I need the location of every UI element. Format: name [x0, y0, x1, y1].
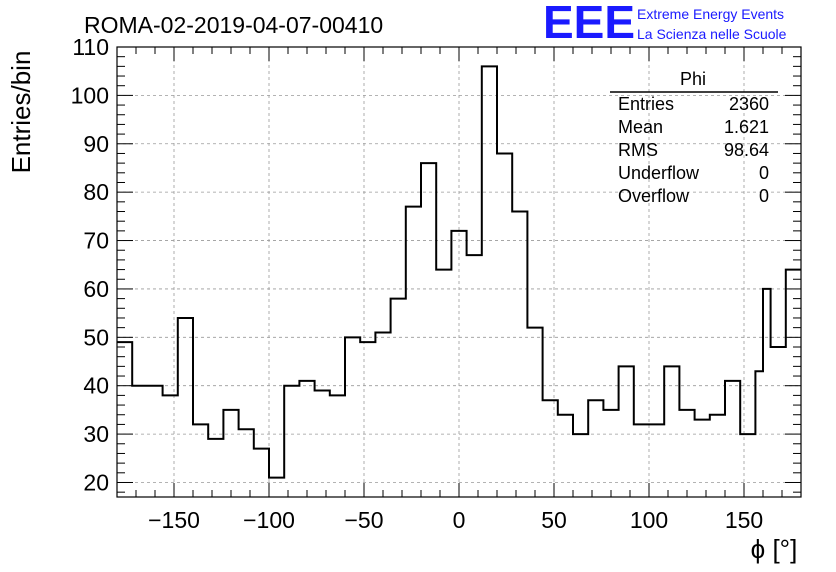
stats-label: Entries	[618, 94, 674, 114]
y-tick-label: 30	[83, 421, 109, 447]
grid-lines	[117, 46, 801, 497]
x-tick-label: 0	[453, 507, 466, 533]
stats-value: 1.621	[724, 117, 769, 137]
stats-value: 98.64	[724, 140, 769, 160]
y-tick-label: 100	[71, 82, 109, 108]
axes: −150 −100 −50 0 50 100 150 20 30 40 50 60 70 80 90 100 1…	[71, 34, 802, 533]
y-tick-label: 90	[83, 131, 109, 157]
x-tick-label: −150	[148, 507, 200, 533]
stats-value: 0	[759, 163, 769, 183]
stats-value: 0	[759, 186, 769, 206]
stats-label: Mean	[618, 117, 663, 137]
y-tick-label: 70	[83, 228, 109, 254]
x-tick-label: 100	[630, 507, 668, 533]
x-tick-label: 150	[725, 507, 763, 533]
x-tick-label: −100	[243, 507, 295, 533]
histogram-series	[117, 65, 801, 479]
y-tick-label: 80	[83, 179, 109, 205]
chart-title: ROMA-02-2019-04-07-00410	[84, 12, 383, 38]
stats-box-title: Phi	[680, 69, 706, 89]
x-tick-label: 50	[541, 507, 567, 533]
y-tick-label: 60	[83, 276, 109, 302]
stats-rows: Entries 2360 Mean 1.621 RMS 98.64 Underflow 0 Ov…	[618, 94, 769, 206]
plot-frame	[116, 46, 802, 498]
x-tick-label: −50	[344, 507, 383, 533]
y-tick-label: 110	[72, 34, 109, 60]
stats-label: Underflow	[618, 163, 700, 183]
stats-label: Overflow	[618, 186, 690, 206]
y-tick-label: 40	[83, 373, 109, 399]
y-tick-label: 50	[83, 324, 109, 350]
x-axis-title: ϕ [°]	[751, 534, 798, 564]
stats-box: Phi Entries 2360 Mean 1.621 RMS 98.64 Underflo…	[610, 69, 778, 206]
brand-line-1: Extreme Energy Events	[637, 6, 784, 22]
stats-label: RMS	[618, 140, 658, 160]
histogram-line	[117, 65, 801, 479]
y-tick-label: 20	[83, 469, 109, 495]
eee-logo: EEE	[543, 0, 635, 48]
y-axis-title: Entries/bin	[6, 51, 36, 174]
brand-line-2: La Scienza nelle Scuole	[637, 26, 787, 42]
stats-value: 2360	[729, 94, 769, 114]
